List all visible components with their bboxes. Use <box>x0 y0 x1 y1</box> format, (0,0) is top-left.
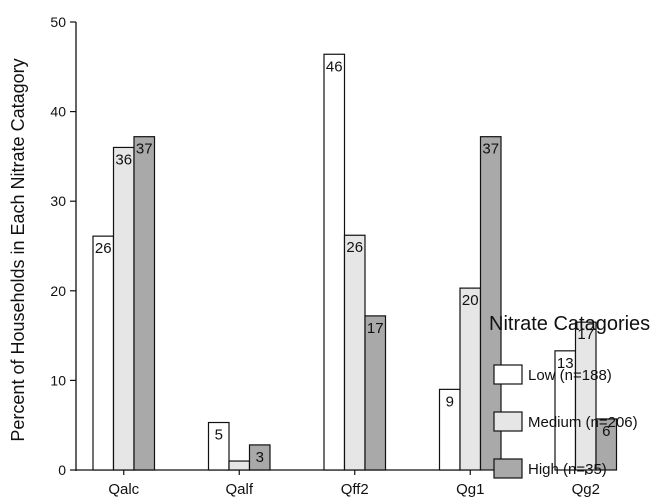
x-tick-label: Qg1 <box>456 481 484 498</box>
bar-data-label: 37 <box>136 141 153 158</box>
bar-data-label: 17 <box>367 320 384 337</box>
x-tick-label: Qff2 <box>341 481 369 498</box>
bar-data-label: 5 <box>215 427 223 444</box>
y-tick-label: 30 <box>50 193 66 209</box>
y-tick-label: 10 <box>50 372 66 388</box>
bar-data-label: 13 <box>557 355 574 372</box>
bar-qff2-series-0 <box>323 53 346 471</box>
bar-qg2-series-2 <box>595 418 618 471</box>
legend-swatch <box>493 411 523 432</box>
legend-swatch <box>493 458 523 479</box>
bar-data-label: 26 <box>95 240 112 257</box>
bar-qalf-series-0 <box>207 421 230 471</box>
bar-qalc-series-0 <box>92 235 115 471</box>
legend-swatch <box>493 364 523 385</box>
bar-qalf-series-2 <box>248 444 271 471</box>
bar-qalc-series-2 <box>133 136 156 471</box>
bar-data-label: 6 <box>602 423 610 440</box>
bar-qg2-series-1 <box>574 321 597 471</box>
bar-data-label: 17 <box>577 326 594 343</box>
bar-data-label: 46 <box>326 58 343 75</box>
y-tick-label: 50 <box>50 14 66 30</box>
x-tick-label: Qg2 <box>572 481 600 498</box>
bar-data-label: 36 <box>115 151 132 168</box>
bar-qg1-series-1 <box>459 287 482 471</box>
bar-qg1-series-2 <box>479 136 502 471</box>
bar-qalc-series-1 <box>112 146 135 471</box>
bar-data-label: 26 <box>346 239 363 256</box>
y-tick-label: 20 <box>50 283 66 299</box>
x-tick-label: Qalf <box>225 481 253 498</box>
legend: Nitrate Catagories Low (n=188) Medium (n=… <box>489 313 650 479</box>
bar-data-label: 37 <box>482 141 499 158</box>
bar-qff2-series-2 <box>364 315 387 471</box>
legend-entry-label: Medium (n=206) <box>528 414 638 431</box>
legend-entry-label: High (n=35) <box>528 461 607 478</box>
bar-data-label: 20 <box>462 292 479 309</box>
x-tick-label: Qalc <box>108 481 139 498</box>
bar-qalf-series-1 <box>228 460 251 471</box>
y-tick-label: 40 <box>50 104 66 120</box>
bar-qff2-series-1 <box>343 234 366 471</box>
bar-data-label: 9 <box>446 393 454 410</box>
legend-entry-label: Low (n=188) <box>528 367 612 384</box>
legend-title: Nitrate Catagories <box>489 313 650 335</box>
y-tick-label: 0 <box>58 462 66 478</box>
axes: 0 10 20 30 40 50 Qalc Qalf Qff2 Qg1 Qg2 <box>50 14 600 498</box>
y-axis-label: Percent of Households in Each Nitrate Ca… <box>8 58 28 441</box>
bar-data-label: 3 <box>256 449 264 466</box>
